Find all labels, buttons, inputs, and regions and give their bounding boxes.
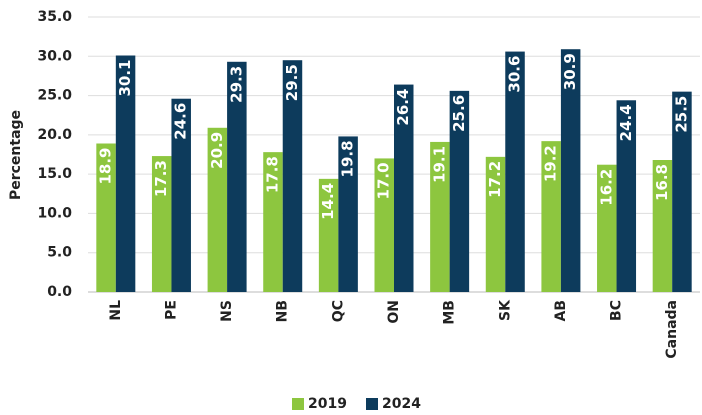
y-tick-label: 15.0 <box>37 166 72 182</box>
bar <box>652 160 673 292</box>
y-axis-label: Percentage <box>8 110 24 200</box>
bar <box>207 127 228 293</box>
data-label: 29.5 <box>283 64 301 101</box>
legend-swatch <box>366 398 378 410</box>
data-label: 29.3 <box>227 66 245 103</box>
x-tick-label: NS <box>219 300 235 322</box>
data-label: 14.4 <box>319 183 337 220</box>
x-tick-label: NL <box>108 300 124 321</box>
bar <box>394 84 414 292</box>
x-tick-label: BC <box>609 300 625 321</box>
data-label: 16.2 <box>597 169 615 206</box>
bar <box>430 141 450 292</box>
bar <box>227 61 247 293</box>
x-tick-label: Canada <box>664 300 680 359</box>
y-tick-label: 20.0 <box>37 127 72 143</box>
data-label: 24.6 <box>172 103 190 140</box>
data-label: 16.8 <box>653 164 671 201</box>
x-tick-label: SK <box>497 299 513 321</box>
y-tick-label: 35.0 <box>37 9 72 25</box>
data-label: 17.3 <box>152 160 170 197</box>
bar <box>151 156 172 292</box>
bar <box>560 49 581 292</box>
x-tick-label: PE <box>163 300 179 320</box>
bar <box>171 98 191 292</box>
y-tick-label: 10.0 <box>37 205 72 221</box>
y-tick-label: 0.0 <box>47 284 72 300</box>
bar <box>485 156 506 292</box>
bar <box>282 60 303 292</box>
bar <box>338 136 358 292</box>
data-label: 25.6 <box>450 95 468 132</box>
bar <box>115 55 136 292</box>
bar <box>449 90 470 292</box>
data-label: 19.8 <box>339 140 357 177</box>
bar <box>616 100 637 293</box>
bar <box>96 143 116 292</box>
bar <box>505 51 525 293</box>
legend-swatch <box>292 398 304 410</box>
x-tick-label: NB <box>275 300 291 322</box>
data-label: 18.9 <box>97 148 115 185</box>
data-label: 26.4 <box>394 89 412 126</box>
data-label: 30.1 <box>116 59 134 96</box>
y-tick-label: 30.0 <box>37 48 72 64</box>
x-tick-label: QC <box>330 300 346 322</box>
y-tick-label: 5.0 <box>47 245 72 261</box>
bar <box>374 158 394 292</box>
x-tick-label: ON <box>386 300 402 324</box>
x-tick-label: MB <box>442 300 458 325</box>
bar <box>541 141 561 292</box>
data-label: 30.9 <box>561 53 579 90</box>
bar <box>318 178 339 292</box>
x-tick-label: AB <box>553 300 569 322</box>
data-label: 30.6 <box>506 56 524 93</box>
bar <box>597 164 617 292</box>
data-label: 17.8 <box>263 156 281 193</box>
data-label: 20.9 <box>208 132 226 169</box>
data-label: 17.2 <box>486 161 504 198</box>
data-label: 19.1 <box>430 146 448 183</box>
legend-label: 2024 <box>382 396 421 412</box>
y-tick-label: 25.0 <box>37 88 72 104</box>
data-label: 19.2 <box>542 145 560 182</box>
data-label: 24.4 <box>617 104 635 141</box>
data-label: 25.5 <box>672 96 690 133</box>
bar <box>672 91 692 293</box>
legend-label: 2019 <box>308 396 347 412</box>
data-label: 17.0 <box>375 162 393 199</box>
bar <box>263 152 283 292</box>
